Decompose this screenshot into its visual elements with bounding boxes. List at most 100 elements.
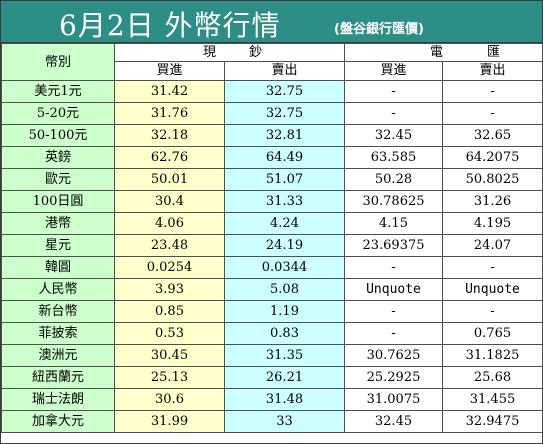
cash-buy-value: 23.48	[114, 234, 225, 257]
cash-group-header: 現 鈔	[114, 43, 345, 62]
currency-name: 菲披索	[1, 322, 115, 345]
cash-buy-value: 0.85	[114, 300, 225, 323]
wire-sell-value: Unquote	[442, 278, 543, 301]
wire-buy-value: 30.7625	[344, 344, 443, 367]
wire-buy-value: -	[344, 300, 443, 323]
wire-sell-value: 31.26	[442, 190, 543, 213]
wire-sell-value: 24.07	[442, 234, 543, 257]
cash-sell-value: 32.81	[224, 124, 345, 147]
cash-buy-value: 0.0254	[114, 256, 225, 279]
cash-sell-value: 31.35	[224, 344, 345, 367]
wire-buy-value: 50.28	[344, 168, 443, 191]
cash-sell-value: 5.08	[224, 278, 345, 301]
currency-name: 港幣	[1, 212, 115, 235]
currency-name: 5-20元	[1, 102, 115, 125]
wire-buy-header: 買進	[344, 61, 443, 81]
cash-buy-header: 買進	[114, 61, 225, 81]
wire-buy-value: 30.78625	[344, 190, 443, 213]
currency-name: 50-100元	[1, 124, 115, 147]
wire-buy-value: 31.0075	[344, 388, 443, 411]
title-banner: 6月2日 外幣行情 (盤谷銀行匯價)	[1, 1, 542, 43]
currency-name: 星元	[1, 234, 115, 257]
rates-table: 幣別 現 鈔 電 匯 買進 賣出 買進 賣出	[1, 43, 543, 433]
cash-sell-value: 4.24	[224, 212, 345, 235]
currency-name: 新台幣	[1, 300, 115, 323]
cash-buy-value: 0.53	[114, 322, 225, 345]
cash-sell-value: 26.21	[224, 366, 345, 389]
wire-sell-value: 64.2075	[442, 146, 543, 169]
table-row: 星元 23.48 24.19 23.69375 24.07	[1, 234, 543, 257]
header-row-top: 幣別 現 鈔 電 匯	[1, 43, 543, 81]
wire-header-char-1: 電	[430, 45, 444, 60]
cash-buy-value: 31.42	[114, 80, 225, 103]
cash-sell-value: 51.07	[224, 168, 345, 191]
wire-buy-value: 25.2925	[344, 366, 443, 389]
wire-sell-value: 31.455	[442, 388, 543, 411]
cash-sell-value: 32.75	[224, 80, 345, 103]
cash-sell-header: 賣出	[224, 61, 345, 81]
cash-sell-value: 31.48	[224, 388, 345, 411]
wire-buy-value: -	[344, 256, 443, 279]
wire-buy-value: 63.585	[344, 146, 443, 169]
currency-column-header: 幣別	[1, 43, 115, 81]
currency-name: 加拿大元	[1, 410, 115, 433]
wire-sell-value: 25.68	[442, 366, 543, 389]
wire-sell-value: 50.8025	[442, 168, 543, 191]
table-row: 人民幣 3.93 5.08 Unquote Unquote	[1, 278, 543, 301]
table-row: 100日圓 30.4 31.33 30.78625 31.26	[1, 190, 543, 213]
wire-buy-value: -	[344, 102, 443, 125]
currency-name: 紐西蘭元	[1, 366, 115, 389]
table-row: 港幣 4.06 4.24 4.15 4.195	[1, 212, 543, 235]
cash-buy-value: 30.4	[114, 190, 225, 213]
wire-sell-value: 4.195	[442, 212, 543, 235]
cash-header-char-2: 鈔	[248, 45, 262, 60]
cash-sell-value: 24.19	[224, 234, 345, 257]
table-row: 歐元 50.01 51.07 50.28 50.8025	[1, 168, 543, 191]
currency-name: 美元1元	[1, 80, 115, 103]
cash-sell-value: 1.19	[224, 300, 345, 323]
cash-sell-value: 0.83	[224, 322, 345, 345]
table-row: 新台幣 0.85 1.19- -	[1, 300, 543, 323]
wire-buy-value: 23.69375	[344, 234, 443, 257]
currency-name: 韓圓	[1, 256, 115, 279]
table-row: 50-100元 32.18 32.81 32.45 32.65	[1, 124, 543, 147]
wire-sell-value: 31.1825	[442, 344, 543, 367]
bank-subtitle: (盤谷銀行匯價)	[334, 22, 424, 37]
cash-sell-value: 64.49	[224, 146, 345, 169]
wire-sell-value: 0.765	[442, 322, 543, 345]
cash-buy-value: 30.45	[114, 344, 225, 367]
cash-header-char-1: 現	[203, 45, 217, 60]
wire-buy-value: -	[344, 80, 443, 103]
cash-buy-value: 25.13	[114, 366, 225, 389]
cash-buy-value: 30.6	[114, 388, 225, 411]
table-row: 5-20元 31.76 32.75- -	[1, 102, 543, 125]
header-row-bottom: 買進 賣出 買進 賣出	[2, 61, 543, 81]
currency-name: 人民幣	[1, 278, 115, 301]
wire-group-header: 電 匯	[344, 43, 543, 62]
currency-name: 100日圓	[1, 190, 115, 213]
wire-buy-value: -	[344, 322, 443, 345]
cash-sell-value: 0.0344	[224, 256, 345, 279]
table-row: 瑞士法朗 30.6 31.48 31.0075 31.455	[1, 388, 543, 411]
cash-buy-value: 32.18	[114, 124, 225, 147]
cash-buy-value: 50.01	[114, 168, 225, 191]
cash-sell-value: 33	[224, 410, 345, 433]
wire-buy-value: 32.45	[344, 124, 443, 147]
cash-sell-value: 31.33	[224, 190, 345, 213]
wire-buy-value: 32.45	[344, 410, 443, 433]
table-row: 加拿大元 31.99 33 32.45 32.9475	[1, 410, 543, 433]
table-row: 韓圓 0.0254 0.0344- -	[1, 256, 543, 279]
page-title: 6月2日 外幣行情	[59, 9, 281, 42]
wire-sell-value: -	[442, 102, 543, 125]
cash-buy-value: 31.76	[114, 102, 225, 125]
table-row: 菲披索 0.53 0.83-0.765	[1, 322, 543, 345]
currency-name: 英鎊	[1, 146, 115, 169]
wire-sell-value: -	[442, 300, 543, 323]
table-row: 紐西蘭元 25.13 26.21 25.2925 25.68	[1, 366, 543, 389]
cash-sell-value: 32.75	[224, 102, 345, 125]
wire-sell-value: -	[442, 256, 543, 279]
table-row: 英鎊 62.76 64.49 63.585 64.2075	[1, 146, 543, 169]
wire-sell-value: 32.9475	[442, 410, 543, 433]
currency-name: 瑞士法朗	[1, 388, 115, 411]
